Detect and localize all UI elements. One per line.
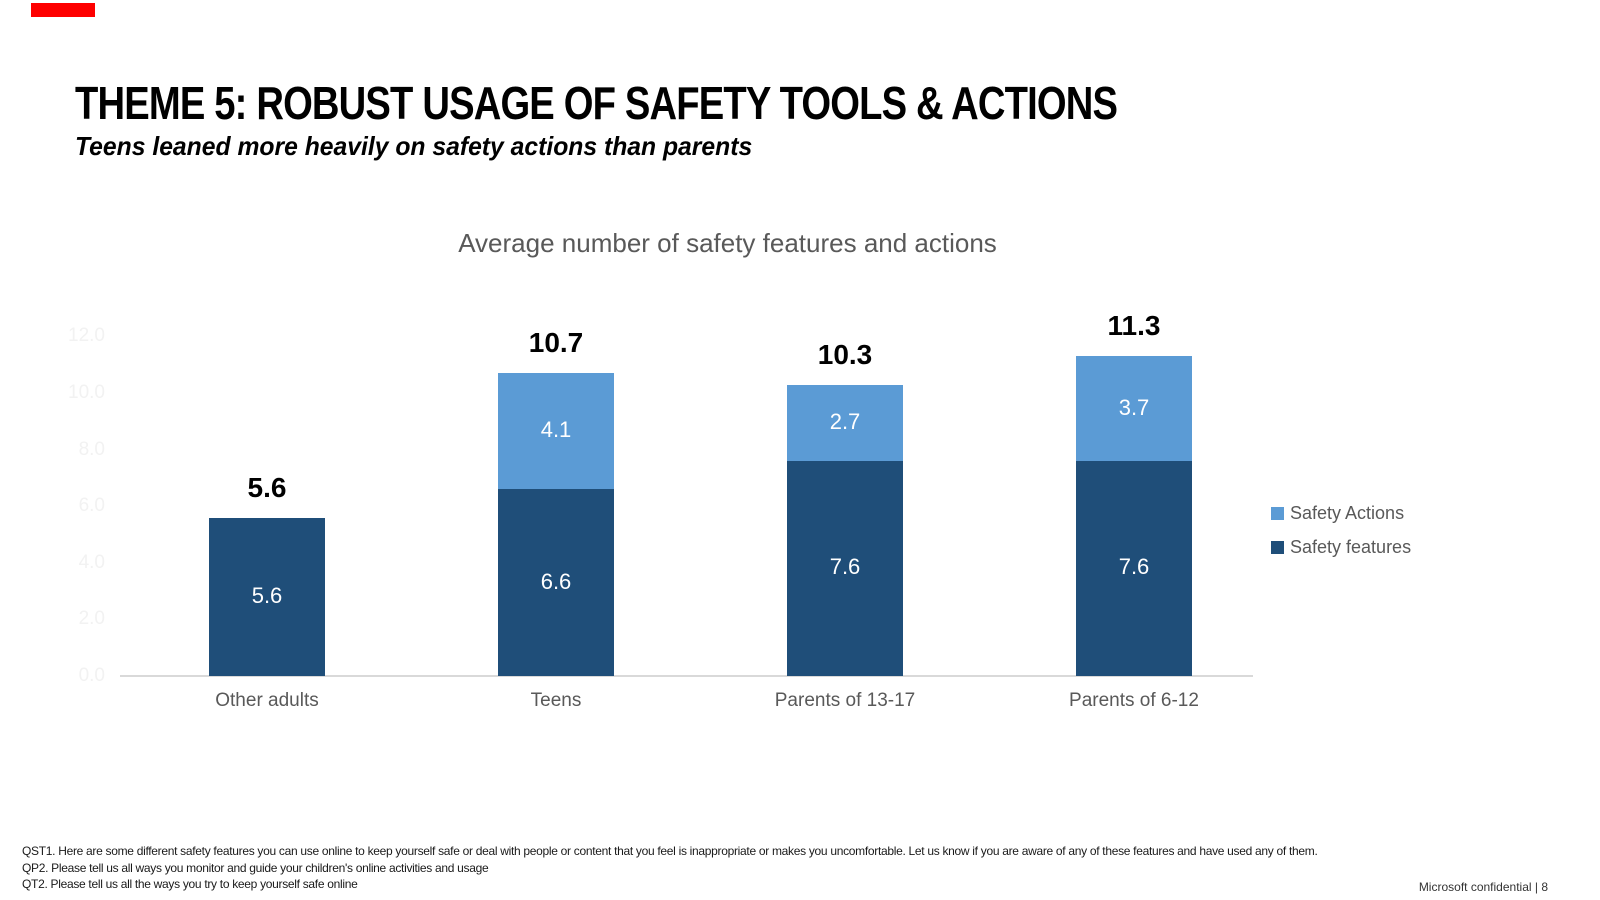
- legend-item: Safety features: [1271, 537, 1411, 558]
- category-label: Teens: [530, 690, 582, 711]
- bar-segment-safety-features: [787, 460, 903, 676]
- bar-segment-safety-actions: [498, 373, 614, 490]
- bar-segment-safety-features: [209, 517, 325, 676]
- bar-segment-safety-actions: [787, 384, 903, 461]
- bar-value-safety-actions: 3.7: [1118, 394, 1150, 420]
- slide-subtitle: Teens leaned more heavily on safety acti…: [75, 131, 753, 161]
- bar-segment-safety-features: [1076, 460, 1192, 676]
- bar-value-safety-features: 6.6: [540, 568, 572, 594]
- y-axis-tick-label: 6.0: [78, 495, 105, 517]
- confidential-page-number: Microsoft confidential | 8: [1418, 880, 1548, 894]
- y-axis-tick-label: 8.0: [78, 438, 105, 460]
- legend-swatch-icon: [1271, 541, 1284, 554]
- legend-label: Safety features: [1290, 537, 1412, 557]
- category-label: Parents of 13-17: [774, 690, 916, 711]
- bar-segment-safety-features: [498, 489, 614, 676]
- bar-value-safety-actions: 2.7: [829, 408, 861, 434]
- bar-total-label: 10.7: [528, 327, 584, 359]
- y-axis-tick-label: 12.0: [68, 325, 105, 347]
- category-label: Other adults: [215, 690, 319, 711]
- category-label: Parents of 6-12: [1069, 690, 1199, 711]
- footnotes: QST1. Here are some different safety fea…: [22, 843, 1318, 893]
- slide-title: THEME 5: ROBUST USAGE OF SAFETY TOOLS & …: [75, 77, 1118, 129]
- x-axis-line: [120, 675, 1253, 677]
- footnote-line-3: QT2. Please tell us all the ways you try…: [22, 877, 358, 891]
- bar-value-safety-features: 7.6: [1118, 554, 1150, 580]
- bar-value-safety-features: 5.6: [251, 582, 283, 608]
- legend-item: Safety Actions: [1271, 503, 1411, 524]
- y-axis-tick-label: 4.0: [78, 551, 105, 573]
- red-indicator: [31, 3, 95, 17]
- y-axis-tick-label: 2.0: [78, 608, 105, 630]
- bar-total-label: 5.6: [247, 471, 287, 503]
- bar-value-safety-features: 7.6: [829, 554, 861, 580]
- bar-value-safety-actions: 4.1: [540, 417, 572, 443]
- footnote-line-1: QST1. Here are some different safety fea…: [22, 844, 1318, 858]
- y-axis-tick-label: 10.0: [68, 382, 105, 403]
- y-axis-tick-label: 0.0: [78, 665, 105, 686]
- bar-total-label: 11.3: [1107, 310, 1161, 342]
- chart-title: Average number of safety features and ac…: [458, 228, 997, 258]
- bar-segment-safety-actions: [1076, 356, 1192, 461]
- footnote-line-2: QP2. Please tell us all ways you monitor…: [22, 860, 489, 875]
- chart-legend: Safety Actions Safety features: [1271, 503, 1411, 558]
- legend-label: Safety Actions: [1290, 503, 1405, 523]
- bar-total-label: 10.3: [817, 338, 873, 370]
- legend-swatch-icon: [1271, 507, 1284, 520]
